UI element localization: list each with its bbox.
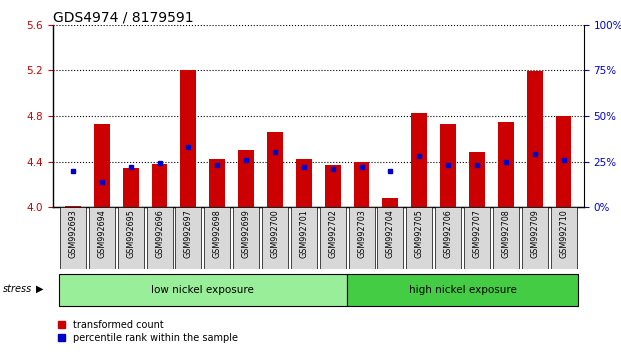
FancyBboxPatch shape bbox=[348, 207, 374, 269]
Bar bbox=[411, 113, 427, 207]
FancyBboxPatch shape bbox=[464, 207, 490, 269]
Bar bbox=[440, 124, 456, 207]
Text: high nickel exposure: high nickel exposure bbox=[409, 285, 517, 295]
Text: GSM992708: GSM992708 bbox=[501, 209, 510, 258]
FancyBboxPatch shape bbox=[60, 207, 86, 269]
Legend: transformed count, percentile rank within the sample: transformed count, percentile rank withi… bbox=[58, 320, 238, 343]
Text: ▶: ▶ bbox=[36, 284, 43, 294]
FancyBboxPatch shape bbox=[147, 207, 173, 269]
FancyBboxPatch shape bbox=[522, 207, 548, 269]
Text: GSM992710: GSM992710 bbox=[559, 209, 568, 258]
FancyBboxPatch shape bbox=[493, 207, 519, 269]
Text: GSM992701: GSM992701 bbox=[299, 209, 309, 258]
Bar bbox=[94, 124, 110, 207]
Text: GSM992694: GSM992694 bbox=[97, 209, 106, 258]
FancyBboxPatch shape bbox=[291, 207, 317, 269]
FancyBboxPatch shape bbox=[204, 207, 230, 269]
Text: GSM992706: GSM992706 bbox=[443, 209, 453, 258]
FancyBboxPatch shape bbox=[58, 274, 347, 306]
Text: low nickel exposure: low nickel exposure bbox=[152, 285, 254, 295]
FancyBboxPatch shape bbox=[233, 207, 259, 269]
Text: GSM992698: GSM992698 bbox=[213, 209, 222, 258]
Text: GDS4974 / 8179591: GDS4974 / 8179591 bbox=[53, 11, 193, 25]
Bar bbox=[65, 206, 81, 207]
Text: GSM992705: GSM992705 bbox=[415, 209, 424, 258]
FancyBboxPatch shape bbox=[118, 207, 143, 269]
Bar bbox=[325, 165, 341, 207]
Text: GSM992704: GSM992704 bbox=[386, 209, 395, 258]
Bar bbox=[181, 70, 196, 207]
Bar bbox=[556, 116, 571, 207]
Bar bbox=[498, 122, 514, 207]
FancyBboxPatch shape bbox=[347, 274, 578, 306]
Bar bbox=[209, 159, 225, 207]
FancyBboxPatch shape bbox=[89, 207, 115, 269]
Text: GSM992703: GSM992703 bbox=[357, 209, 366, 258]
Text: GSM992693: GSM992693 bbox=[68, 209, 78, 258]
FancyBboxPatch shape bbox=[378, 207, 404, 269]
FancyBboxPatch shape bbox=[435, 207, 461, 269]
FancyBboxPatch shape bbox=[406, 207, 432, 269]
FancyBboxPatch shape bbox=[262, 207, 288, 269]
Bar bbox=[238, 150, 254, 207]
Bar bbox=[353, 161, 369, 207]
Bar bbox=[469, 152, 485, 207]
FancyBboxPatch shape bbox=[551, 207, 576, 269]
Text: GSM992700: GSM992700 bbox=[271, 209, 279, 258]
Text: GSM992702: GSM992702 bbox=[328, 209, 337, 258]
Text: GSM992695: GSM992695 bbox=[126, 209, 135, 258]
FancyBboxPatch shape bbox=[320, 207, 346, 269]
Bar bbox=[267, 132, 283, 207]
Text: GSM992707: GSM992707 bbox=[473, 209, 481, 258]
FancyBboxPatch shape bbox=[175, 207, 201, 269]
Bar bbox=[123, 169, 138, 207]
Text: GSM992709: GSM992709 bbox=[530, 209, 539, 258]
Text: GSM992696: GSM992696 bbox=[155, 209, 164, 258]
Bar bbox=[296, 159, 312, 207]
Text: GSM992697: GSM992697 bbox=[184, 209, 193, 258]
Bar bbox=[527, 72, 543, 207]
Bar bbox=[383, 198, 398, 207]
Text: GSM992699: GSM992699 bbox=[242, 209, 251, 258]
Bar bbox=[152, 164, 168, 207]
Text: stress: stress bbox=[3, 284, 32, 293]
